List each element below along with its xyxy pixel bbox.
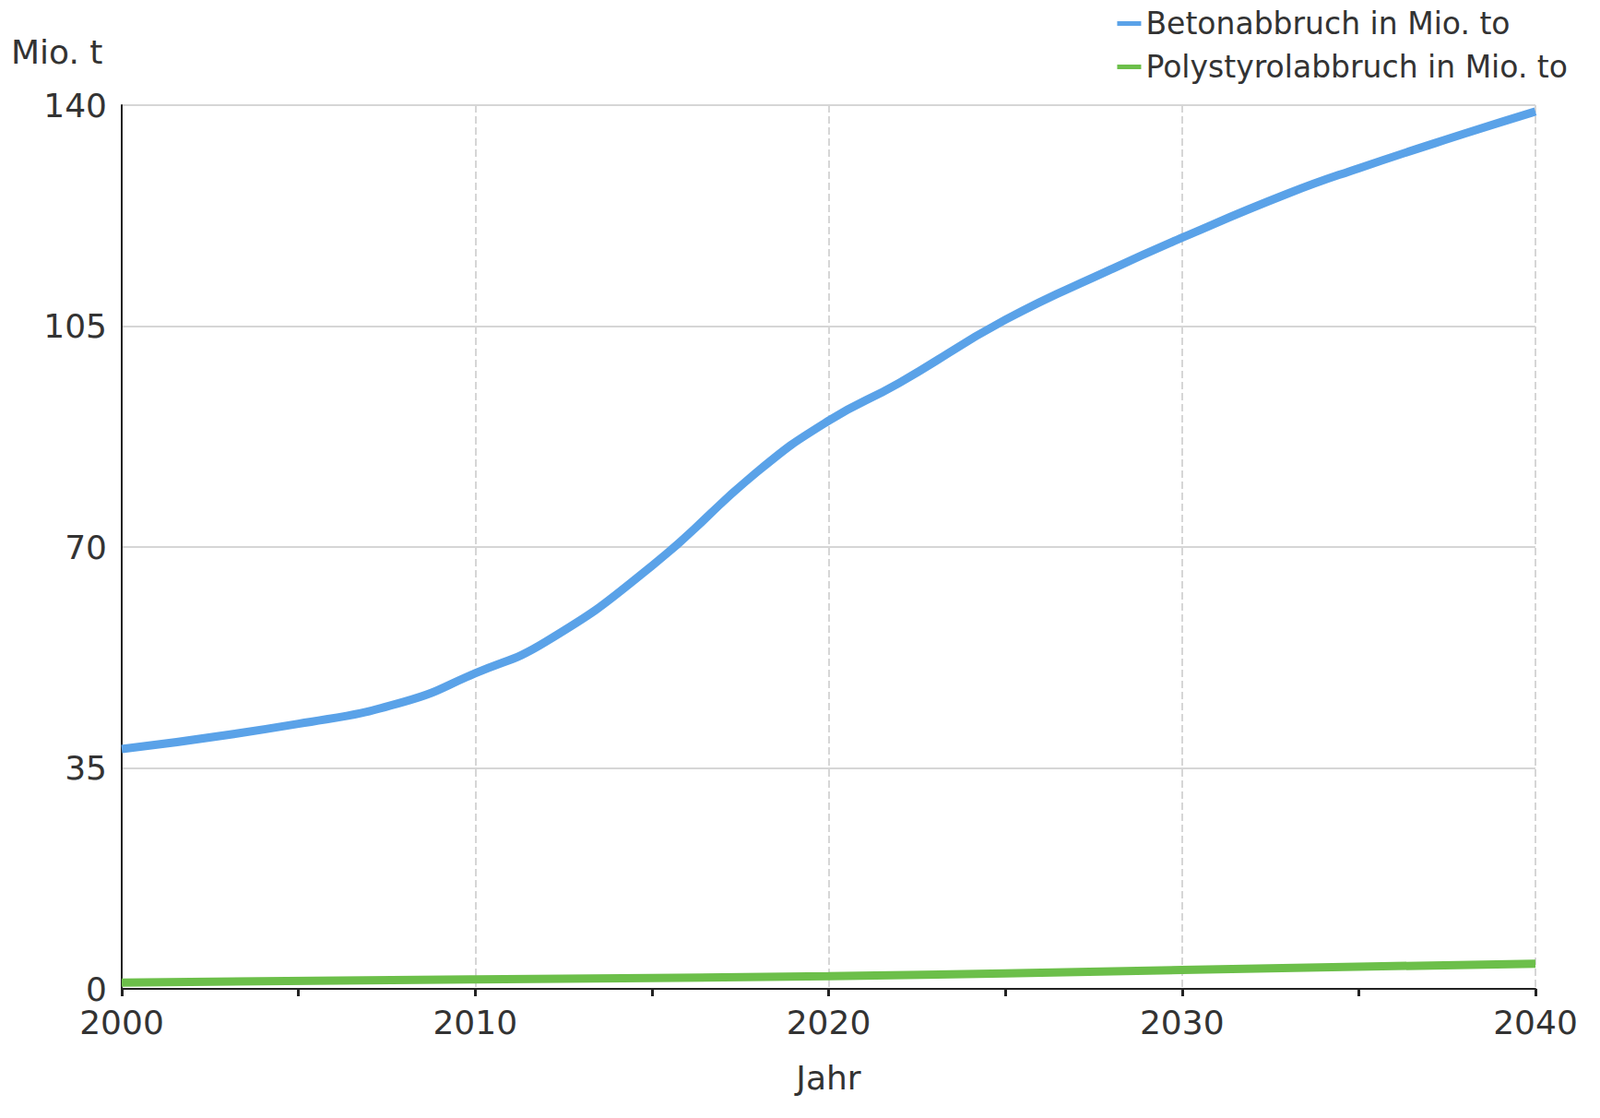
svg-text:Betonabbruch in Mio. to: Betonabbruch in Mio. to [1145, 5, 1510, 42]
svg-text:Mio. t: Mio. t [11, 33, 103, 72]
svg-text:2000: 2000 [79, 1003, 165, 1042]
svg-text:2040: 2040 [1493, 1003, 1578, 1042]
svg-text:2020: 2020 [786, 1003, 872, 1042]
svg-text:2010: 2010 [432, 1003, 518, 1042]
svg-text:0: 0 [85, 970, 107, 1008]
svg-text:140: 140 [43, 86, 107, 125]
svg-text:70: 70 [64, 528, 107, 567]
svg-text:35: 35 [64, 748, 107, 787]
svg-text:105: 105 [43, 307, 107, 345]
svg-text:Jahr: Jahr [794, 1058, 861, 1097]
svg-text:Polystyrolabbruch in Mio. to: Polystyrolabbruch in Mio. to [1145, 48, 1568, 85]
svg-text:2030: 2030 [1139, 1003, 1225, 1042]
